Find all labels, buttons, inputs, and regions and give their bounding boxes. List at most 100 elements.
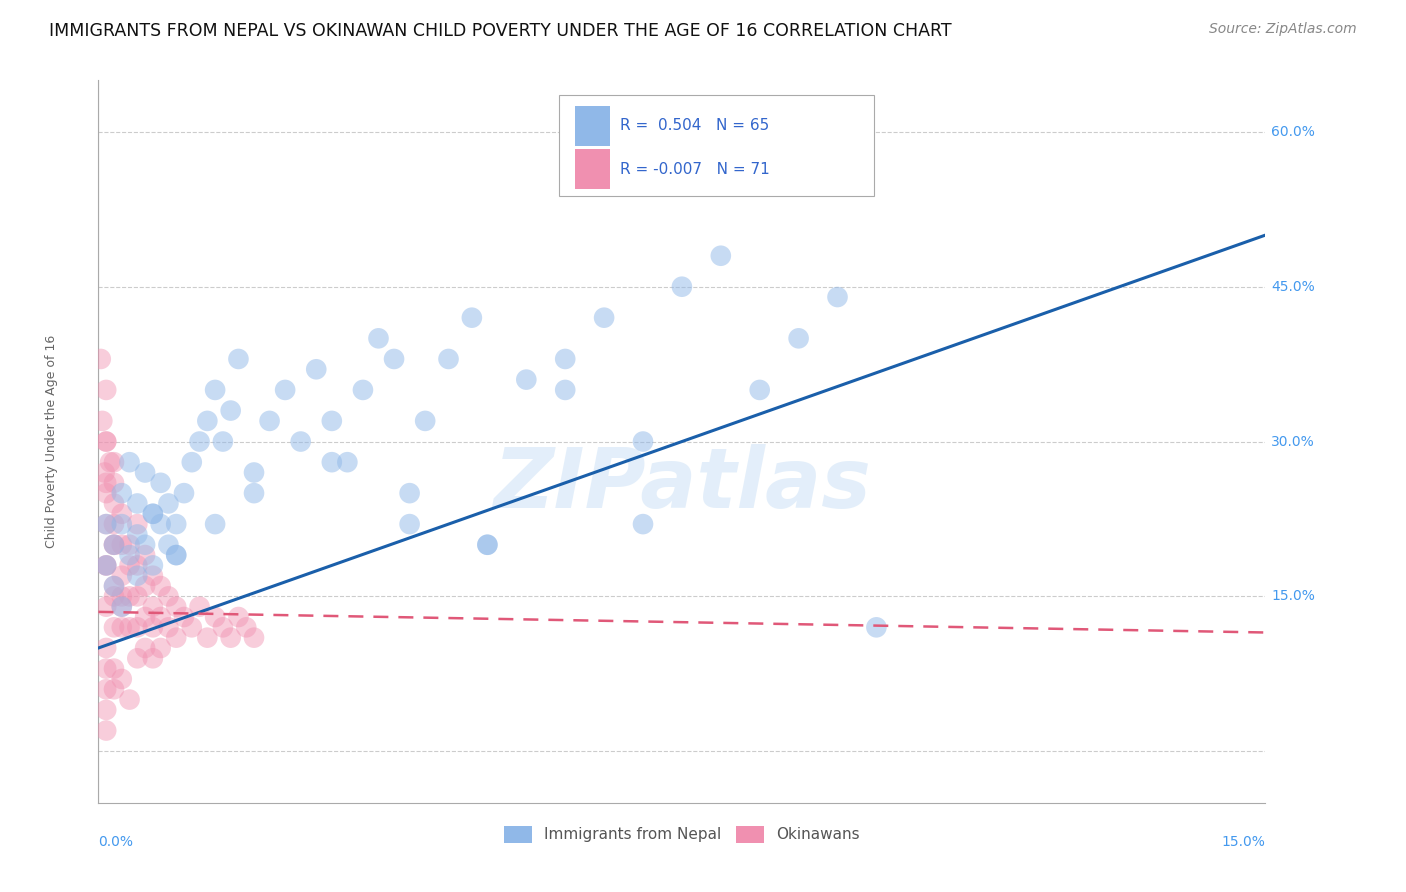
Text: ZIPatlas: ZIPatlas: [494, 444, 870, 525]
Point: [118, 548, 141, 562]
Point: [165, 548, 187, 562]
Point: [118, 620, 141, 634]
Point: [103, 590, 125, 604]
Point: [710, 249, 733, 263]
Point: [173, 610, 195, 624]
FancyBboxPatch shape: [560, 95, 875, 196]
Point: [195, 631, 218, 645]
Point: [710, 177, 733, 191]
Point: [111, 672, 134, 686]
Point: [382, 351, 405, 366]
Point: [103, 496, 125, 510]
Point: [118, 455, 141, 469]
Point: [157, 590, 180, 604]
Point: [134, 579, 156, 593]
Text: 15.0%: 15.0%: [1222, 835, 1265, 849]
Point: [593, 310, 616, 325]
Point: [103, 455, 125, 469]
Text: Child Poverty Under the Age of 16: Child Poverty Under the Age of 16: [45, 334, 58, 549]
Point: [157, 620, 180, 634]
Point: [134, 538, 156, 552]
Point: [413, 414, 436, 428]
Point: [398, 486, 420, 500]
Point: [671, 279, 693, 293]
Point: [96, 434, 118, 449]
Point: [118, 558, 141, 573]
Point: [96, 599, 118, 614]
Point: [321, 414, 343, 428]
Point: [96, 662, 118, 676]
Text: Source: ZipAtlas.com: Source: ZipAtlas.com: [1209, 22, 1357, 37]
Point: [142, 507, 165, 521]
Point: [157, 538, 180, 552]
Point: [96, 475, 118, 490]
Text: 45.0%: 45.0%: [1271, 280, 1315, 293]
Point: [195, 414, 218, 428]
Point: [111, 507, 134, 521]
Point: [827, 290, 849, 304]
Point: [149, 640, 172, 655]
Point: [111, 538, 134, 552]
Point: [290, 434, 312, 449]
Point: [165, 548, 187, 562]
Point: [173, 486, 195, 500]
Point: [352, 383, 374, 397]
Point: [165, 599, 187, 614]
Point: [554, 383, 576, 397]
Point: [461, 310, 484, 325]
Point: [103, 538, 125, 552]
Point: [96, 703, 118, 717]
Text: 60.0%: 60.0%: [1271, 125, 1315, 139]
Point: [188, 434, 211, 449]
Text: 30.0%: 30.0%: [1271, 434, 1315, 449]
Point: [142, 620, 165, 634]
Point: [103, 579, 125, 593]
Point: [235, 620, 257, 634]
Point: [180, 620, 202, 634]
Point: [103, 682, 125, 697]
Point: [111, 486, 134, 500]
Text: R =  0.504   N = 65: R = 0.504 N = 65: [620, 119, 769, 133]
Point: [437, 351, 460, 366]
Point: [787, 331, 810, 345]
Point: [515, 373, 537, 387]
Point: [96, 383, 118, 397]
Point: [321, 455, 343, 469]
Point: [259, 414, 281, 428]
Point: [398, 517, 420, 532]
Point: [274, 383, 297, 397]
Point: [228, 351, 250, 366]
Point: [103, 620, 125, 634]
Point: [118, 692, 141, 706]
Point: [111, 590, 134, 604]
Point: [127, 527, 149, 541]
Point: [127, 558, 149, 573]
Point: [149, 475, 172, 490]
FancyBboxPatch shape: [575, 149, 610, 189]
Point: [111, 568, 134, 582]
Point: [96, 723, 118, 738]
Point: [748, 383, 770, 397]
Point: [228, 610, 250, 624]
Point: [188, 599, 211, 614]
Point: [219, 631, 242, 645]
Point: [367, 331, 389, 345]
Text: 0.0%: 0.0%: [98, 835, 134, 849]
Point: [204, 383, 226, 397]
Legend: Immigrants from Nepal, Okinawans: Immigrants from Nepal, Okinawans: [498, 820, 866, 849]
Point: [111, 599, 134, 614]
Point: [96, 434, 118, 449]
Point: [631, 434, 654, 449]
Point: [103, 579, 125, 593]
Point: [118, 538, 141, 552]
Point: [103, 538, 125, 552]
Point: [91, 414, 114, 428]
Point: [127, 568, 149, 582]
Point: [96, 640, 118, 655]
Point: [111, 517, 134, 532]
Point: [149, 610, 172, 624]
Point: [96, 486, 118, 500]
Point: [219, 403, 242, 417]
Point: [134, 640, 156, 655]
Point: [149, 579, 172, 593]
